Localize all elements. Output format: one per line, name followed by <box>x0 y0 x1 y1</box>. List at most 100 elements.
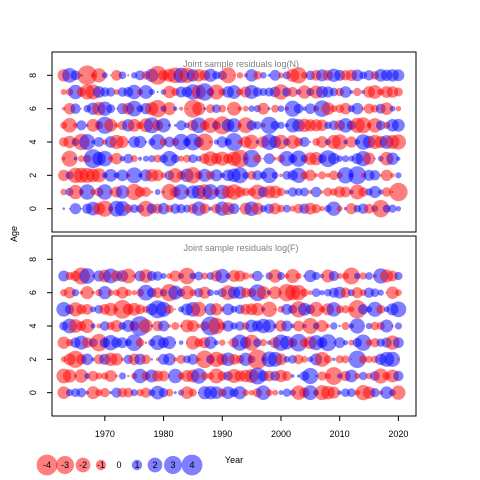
residual-bubble <box>311 288 321 298</box>
residual-bubble <box>96 200 113 217</box>
panel-log-n-y-axis: 0 2 4 6 8 <box>28 73 52 211</box>
residual-bubble <box>65 389 74 397</box>
bubble-size-legend: -4 -3 -2 -1 0 1 2 3 4 <box>36 454 203 476</box>
residual-bubble <box>60 88 67 96</box>
residual-bubble <box>331 134 348 150</box>
residual-bubble <box>273 156 277 161</box>
residual-bubble <box>302 318 319 334</box>
residual-bubble <box>263 153 275 165</box>
residual-bubble <box>256 385 271 400</box>
residual-bubble <box>354 372 361 380</box>
residual-bubble <box>382 204 391 213</box>
x-axis: 1970 1980 1990 2000 2010 2020 <box>95 416 408 439</box>
residual-bubble <box>227 101 241 116</box>
residual-bubble <box>207 289 214 297</box>
panel-log-n-marks <box>57 65 408 218</box>
residual-bubble <box>380 386 393 399</box>
residual-bubble <box>191 301 207 317</box>
residual-bubble <box>58 270 70 282</box>
residual-bubble <box>196 133 214 151</box>
residual-bubble <box>345 203 358 215</box>
residual-bubble <box>316 136 328 148</box>
residual-bubble <box>376 304 386 314</box>
residual-bubble <box>269 69 281 81</box>
panel-log-f: Joint sample residuals log(F) 0 2 4 6 8 <box>28 235 417 417</box>
residual-bubble <box>139 85 153 99</box>
residual-bubble <box>200 372 209 380</box>
residual-bubble <box>304 169 316 181</box>
residual-bubble <box>127 74 130 77</box>
residual-bubble <box>372 199 390 218</box>
residual-bubble <box>260 116 278 134</box>
residual-bubble <box>342 267 360 285</box>
residual-bubble <box>218 104 227 113</box>
residual-bubble <box>123 387 134 398</box>
residual-bubble <box>210 169 223 182</box>
residual-bubble <box>259 339 267 347</box>
residual-bubble <box>304 269 317 283</box>
legend-label: -2 <box>79 460 87 470</box>
residual-bubble <box>164 304 174 314</box>
residual-bubble <box>397 358 400 361</box>
residual-bubble <box>253 121 262 130</box>
residual-bubble <box>157 202 170 215</box>
residual-bubble <box>262 319 276 333</box>
residual-bubble <box>345 136 358 148</box>
residual-bubble <box>256 286 270 300</box>
residual-bubble <box>120 357 125 362</box>
residual-bubble <box>374 157 376 160</box>
residual-bubble <box>208 84 224 100</box>
residual-bubble <box>152 287 164 299</box>
residual-bubble <box>270 120 280 130</box>
residual-bubble <box>104 370 117 382</box>
x-axis-label: Year <box>225 455 243 465</box>
residual-bubble <box>348 166 367 185</box>
residual-bubble <box>386 152 399 165</box>
residual-bubble <box>62 369 77 383</box>
y-tick-label: 6 <box>28 106 38 111</box>
residual-bubble <box>110 353 123 366</box>
residual-bubble <box>265 389 273 397</box>
residual-bubble <box>323 187 333 197</box>
residual-bubble <box>130 155 138 163</box>
residual-bubble <box>302 385 318 401</box>
residual-bubble <box>391 324 394 328</box>
residual-bubble <box>233 74 235 77</box>
residual-bubble <box>195 350 214 369</box>
residual-bubble <box>209 140 213 144</box>
residual-bubble <box>358 304 369 315</box>
residual-bubble <box>329 170 339 181</box>
residual-bubble <box>77 155 85 163</box>
residual-bubble <box>222 320 234 332</box>
y-tick-label: 0 <box>28 206 38 211</box>
residual-bubble <box>225 133 243 151</box>
residual-bubble <box>106 104 116 114</box>
residual-bubble <box>330 322 338 330</box>
residual-bubble <box>117 337 128 349</box>
residual-bubble <box>226 118 242 133</box>
residual-bubble <box>70 103 81 114</box>
legend-bubble <box>163 455 183 475</box>
residual-bubble <box>174 341 177 344</box>
residual-bubble <box>133 135 147 149</box>
panel-log-n-title: Joint sample residuals log(N) <box>183 59 299 69</box>
residual-bubble <box>341 305 350 314</box>
residual-bubble <box>282 388 291 397</box>
residual-bubble <box>180 386 194 399</box>
legend-bubble <box>181 454 203 476</box>
x-tick-label: 2010 <box>330 429 350 439</box>
residual-bubble <box>395 105 402 112</box>
residual-bubble <box>271 171 279 179</box>
residual-bubble <box>87 370 99 382</box>
residual-bubble <box>144 341 148 345</box>
residual-bubble <box>310 186 322 198</box>
residual-bubble <box>140 387 152 398</box>
residual-bubble <box>188 154 198 164</box>
legend-bubble <box>147 457 163 473</box>
residual-bubble <box>126 84 142 100</box>
residual-bubble <box>219 339 226 346</box>
residual-bubble <box>339 102 352 115</box>
panel-log-n: Joint sample residuals log(N) 0 2 4 6 8 <box>28 51 417 233</box>
legend-label: 3 <box>170 460 175 470</box>
residual-bubble <box>301 355 308 363</box>
